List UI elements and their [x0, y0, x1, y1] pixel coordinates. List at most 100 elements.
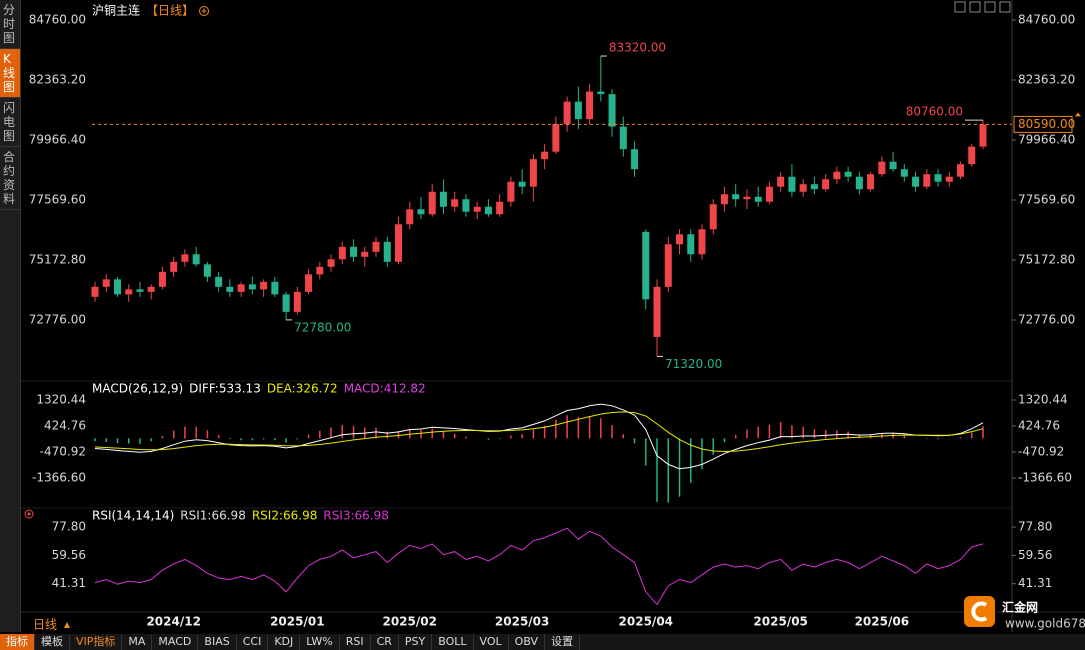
legend-item: RSI2:66.98 [252, 509, 318, 523]
toolbar-tab[interactable]: BOLL [432, 634, 474, 650]
toolbar-tab[interactable]: 指标 [0, 634, 35, 650]
annotation: 80760.00 [906, 105, 963, 119]
add-icon[interactable] [201, 8, 207, 14]
candle-body [945, 176, 953, 182]
candle-body [439, 191, 447, 207]
sidebar-tab[interactable]: 分时图 [0, 0, 20, 49]
y-tick-label: -1366.60 [1018, 470, 1072, 484]
candle-body [147, 286, 155, 292]
toolbar-tab[interactable]: VIP指标 [70, 634, 123, 650]
y-tick-label: 77.80 [1018, 520, 1052, 534]
add-icon[interactable] [199, 6, 210, 16]
toolbar-tab[interactable]: MA [122, 634, 153, 650]
candle-body [305, 274, 313, 292]
candle-body [507, 181, 515, 202]
candle-body [934, 174, 942, 182]
toolbar-tab[interactable]: 设置 [545, 634, 581, 650]
toolbar-tab[interactable]: VOL [474, 634, 509, 650]
rsi-settings-icon[interactable] [24, 509, 34, 519]
candle-body [541, 151, 549, 160]
toolbar-tab[interactable]: CCI [237, 634, 269, 650]
toolbar-tab[interactable]: OBV [509, 634, 546, 650]
candle-body [878, 161, 886, 175]
candle-body [529, 159, 537, 187]
period-arrow[interactable] [64, 622, 70, 628]
candle-body [451, 199, 459, 207]
candle-body [113, 279, 121, 295]
y-tick-label: 1320.44 [36, 392, 86, 406]
candle-body [496, 201, 504, 215]
x-tick-label: 2024/12 [146, 615, 200, 629]
y-tick-label: 41.31 [52, 576, 86, 590]
annotation: 72780.00 [294, 320, 351, 334]
candle-body [181, 254, 189, 262]
candle-body [586, 91, 594, 120]
candle-body [912, 176, 920, 187]
candle-body [170, 261, 178, 272]
legend-item: DEA:326.72 [267, 382, 338, 396]
toolbar-tab[interactable]: KDJ [268, 634, 301, 650]
y-tick-label: 82363.20 [29, 72, 86, 86]
candle-body [631, 149, 639, 170]
legend-item: 【日线】 [146, 4, 194, 18]
y-tick-label: -1366.60 [32, 470, 86, 484]
y-tick-label: 77569.60 [1018, 192, 1075, 206]
sidebar-tab[interactable]: K线图 [0, 49, 20, 98]
candle-body [406, 209, 414, 225]
x-tick-label: 2025/02 [382, 615, 436, 629]
period[interactable]: 日线 [33, 618, 57, 632]
window-buttons[interactable] [954, 1, 1011, 13]
legend-item: 沪铜主连 [92, 3, 140, 18]
sidebar-tab[interactable]: 合约资料 [0, 147, 20, 210]
candle-body [664, 244, 672, 287]
candle-body [889, 161, 897, 170]
candle-body [248, 284, 256, 290]
y-tick-label: -470.92 [40, 444, 86, 458]
candle-body [619, 126, 627, 150]
logo-url: www.gold678.com [1005, 617, 1085, 631]
candle-body [552, 124, 560, 152]
y-tick-label: 82363.20 [1018, 72, 1075, 86]
toolbar-tab[interactable]: LW% [300, 634, 340, 650]
candle-body [338, 246, 346, 260]
candle-body [720, 194, 728, 205]
candle-body [428, 191, 436, 215]
y-tick-label: 59.56 [1018, 548, 1052, 562]
y-tick-label: 72776.00 [1018, 312, 1075, 326]
toolbar-tab[interactable]: RSI [340, 634, 371, 650]
candle-body [192, 254, 200, 265]
y-tick-label: 75172.80 [29, 252, 86, 266]
candle-body [350, 246, 358, 257]
candle-body [676, 234, 684, 245]
y-tick-label: 84760.00 [29, 12, 86, 26]
x-tick-label: 2025/01 [270, 615, 324, 629]
candle-body [484, 206, 492, 215]
y-tick-label: 77569.60 [29, 192, 86, 206]
candle-body [316, 266, 324, 275]
annotation: 71320.00 [665, 357, 722, 371]
candle-body [574, 101, 582, 120]
candle-body [237, 284, 245, 292]
candle-body [597, 91, 605, 95]
candle-body [810, 184, 818, 190]
legend-item: RSI(14,14,14) [92, 509, 174, 523]
legend-item: RSI1:66.98 [180, 509, 246, 523]
toolbar-tab[interactable]: PSY [399, 634, 433, 650]
annotation: 83320.00 [609, 41, 666, 55]
toolbar-tab[interactable]: CR [371, 634, 399, 650]
toolbar-tab[interactable]: BIAS [198, 634, 237, 650]
candle-body [361, 251, 369, 257]
sidebar-tab[interactable]: 闪电图 [0, 98, 20, 147]
candle-body [518, 181, 526, 187]
y-tick-label: 75172.80 [1018, 252, 1075, 266]
candle-body [833, 171, 841, 180]
candle-body [788, 176, 796, 192]
candle-body [293, 291, 301, 312]
candle-body [417, 209, 425, 215]
toolbar-tab[interactable]: 模板 [35, 634, 70, 650]
toolbar-tab[interactable]: MACD [152, 634, 199, 650]
candle-body [799, 184, 807, 192]
x-tick-label: 2025/06 [855, 615, 909, 629]
last-price-box [1013, 115, 1073, 133]
